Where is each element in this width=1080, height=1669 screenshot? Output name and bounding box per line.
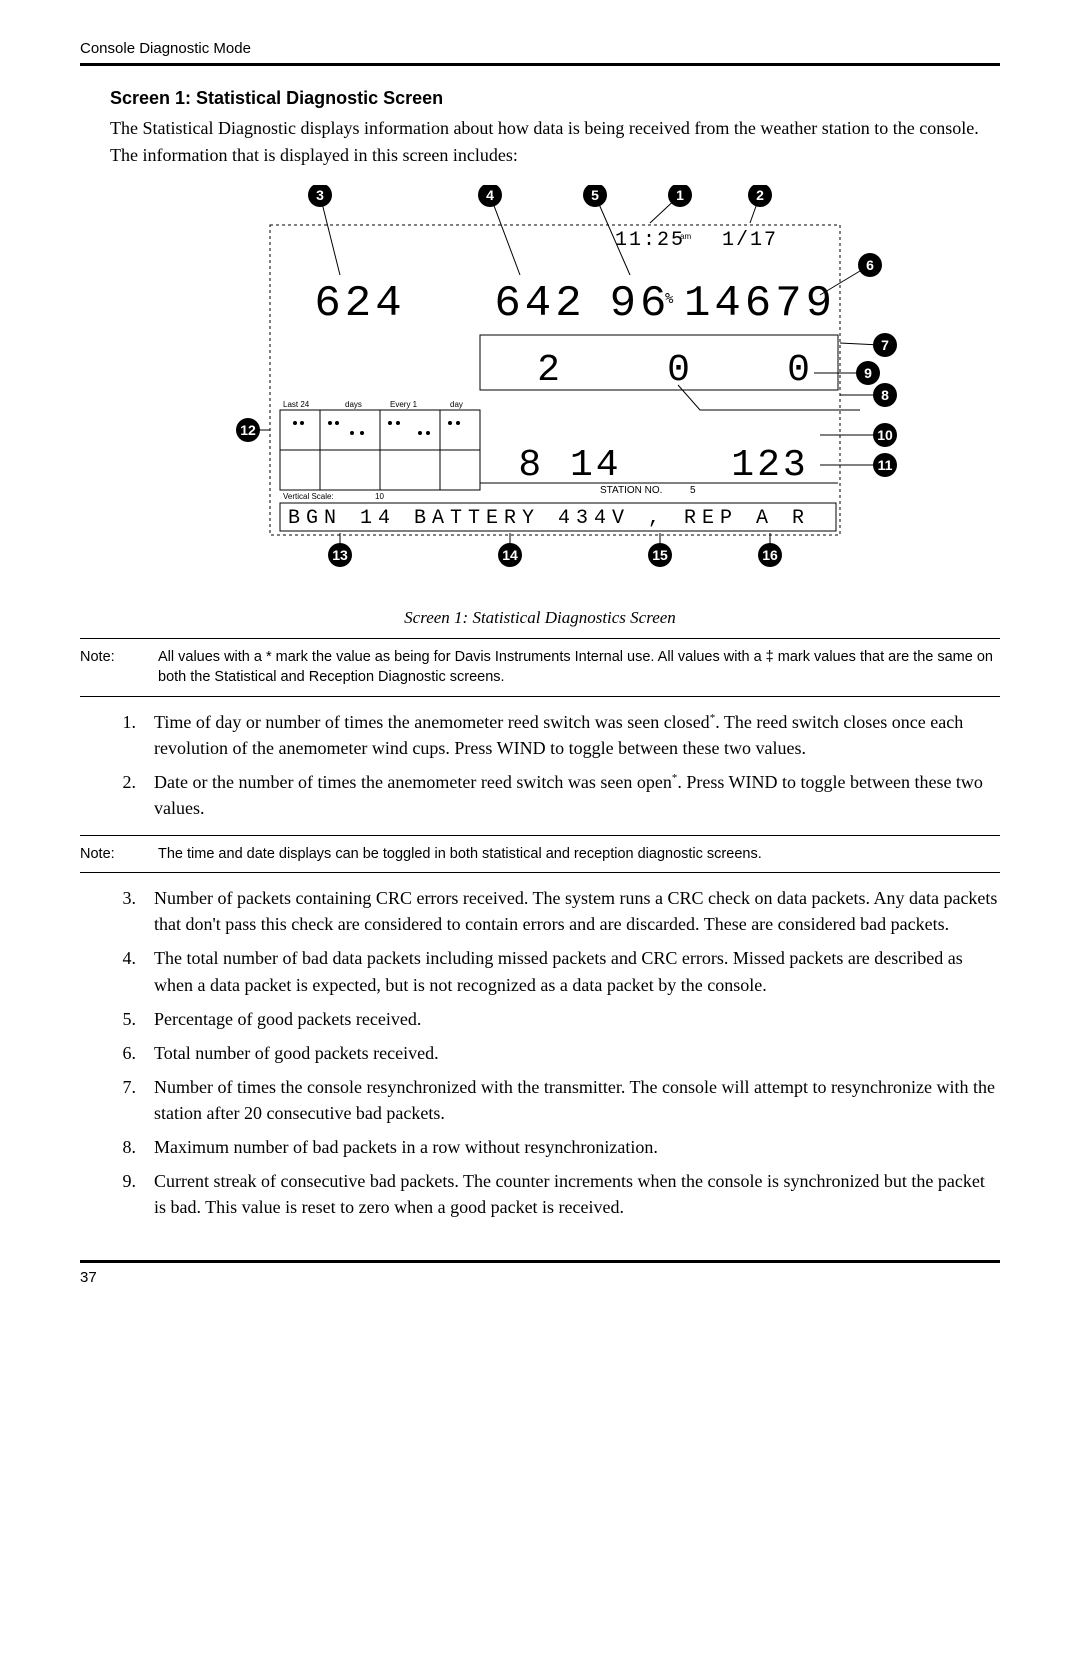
item-number: 4. [110,945,136,997]
note-label: Note: [80,647,136,688]
list-item: 2. Date or the number of times the anemo… [110,769,1000,821]
list-item: 4. The total number of bad data packets … [110,945,1000,997]
list-item: 7. Number of times the console resynchro… [110,1074,1000,1126]
note-text: The time and date displays can be toggle… [158,844,1000,864]
svg-text:5: 5 [591,187,599,203]
section-title: Screen 1: Statistical Diagnostic Screen [110,88,1000,109]
lcd-date: 1/17 [722,229,778,252]
badge-7: 7 [873,333,897,357]
station-no: 5 [690,485,696,496]
intro-paragraph: The Statistical Diagnostic displays info… [110,115,1000,169]
note-text: All values with a * mark the value as be… [158,647,1000,688]
item-text: Current streak of consecutive bad packet… [154,1168,1000,1220]
item-text: Number of times the console resynchroniz… [154,1074,1000,1126]
list-item: 1. Time of day or number of times the an… [110,709,1000,761]
badge-2: 2 [748,185,772,207]
svg-text:4: 4 [486,187,494,203]
lcd-v4: 642 [494,279,585,329]
note-label: Note: [80,844,136,864]
item-number: 5. [110,1006,136,1032]
svg-text:11: 11 [878,457,893,473]
item-text: The total number of bad data packets inc… [154,945,1000,997]
svg-text:8: 8 [881,387,889,403]
diagnostic-diagram: 11:25 am 1/17 624 642 96 % 14679 2 0 0 L… [180,185,900,590]
item-number: 8. [110,1134,136,1160]
svg-text:7: 7 [881,337,889,353]
graph-every1: Every 1 [390,400,418,409]
svg-text:16: 16 [762,547,778,563]
badge-15: 15 [648,543,672,567]
definition-list-b: 3. Number of packets containing CRC erro… [110,885,1000,1220]
item-text: Total number of good packets received. [154,1040,1000,1066]
graph-vscale-v: 10 [375,492,384,501]
svg-text:2: 2 [756,187,764,203]
badge-11: 11 [873,453,897,477]
list-item: 9. Current streak of consecutive bad pac… [110,1168,1000,1220]
item-text: Number of packets containing CRC errors … [154,885,1000,937]
lcd-v9: 0 [667,349,693,392]
note-2: Note: The time and date displays can be … [80,835,1000,873]
svg-text:14: 14 [502,547,518,563]
list-item: 3. Number of packets containing CRC erro… [110,885,1000,937]
svg-text:6: 6 [866,257,874,273]
note-1: Note: All values with a * mark the value… [80,638,1000,697]
lcd-v8: 0 [787,349,813,392]
badge-10: 10 [873,423,897,447]
badge-16: 16 [758,543,782,567]
lcd-pct: % [665,291,674,307]
item-text: Time of day or number of times the anemo… [154,709,1000,761]
svg-text:9: 9 [864,365,872,381]
svg-text:13: 13 [332,547,348,563]
item-number: 3. [110,885,136,937]
top-rule [80,63,1000,66]
bottom-rule [80,1260,1000,1263]
list-item: 6. Total number of good packets received… [110,1040,1000,1066]
item-text: Maximum number of bad packets in a row w… [154,1134,1000,1160]
badge-8: 8 [873,383,897,407]
item-number: 6. [110,1040,136,1066]
lcd-ticker: BGN 14 BATTERY 434V , REP A R [288,507,810,530]
page-header: Console Diagnostic Mode [80,40,1000,57]
lcd-ampm: am [680,232,691,241]
badge-1: 1 [668,185,692,207]
lcd-v11: 123 [731,444,808,487]
figure-caption: Screen 1: Statistical Diagnostics Screen [80,608,1000,628]
list-item: 5. Percentage of good packets received. [110,1006,1000,1032]
station-label: STATION NO. [600,485,662,496]
definition-list-a: 1. Time of day or number of times the an… [110,709,1000,821]
svg-text:12: 12 [240,422,256,438]
item-text: Percentage of good packets received. [154,1006,1000,1032]
badge-6: 6 [858,253,882,277]
graph-last24: Last 24 [283,400,310,409]
svg-text:15: 15 [652,547,668,563]
graph-vscale: Vertical Scale: [283,492,334,501]
page-number: 37 [80,1269,1000,1286]
graph-days: days [345,400,362,409]
item-number: 1. [110,709,136,761]
item-number: 9. [110,1168,136,1220]
svg-text:10: 10 [877,427,893,443]
badge-9: 9 [856,361,880,385]
lcd-time: 11:25 [615,229,685,252]
item-text: Date or the number of times the anemomet… [154,769,1000,821]
badge-13: 13 [328,543,352,567]
badge-14: 14 [498,543,522,567]
item-number: 7. [110,1074,136,1126]
badge-12: 12 [236,418,260,442]
lcd-v6: 14679 [684,279,836,329]
badge-4: 4 [478,185,502,207]
lcd-v5: 96 [610,279,671,329]
lcd-v3: 624 [314,279,405,329]
svg-text:1: 1 [676,187,684,203]
lcd-v10: 8 14 [518,444,621,487]
lcd-v7: 2 [537,349,563,392]
svg-text:3: 3 [316,187,324,203]
badge-5: 5 [583,185,607,207]
list-item: 8. Maximum number of bad packets in a ro… [110,1134,1000,1160]
graph-day: day [450,400,463,409]
item-number: 2. [110,769,136,821]
badge-3: 3 [308,185,332,207]
